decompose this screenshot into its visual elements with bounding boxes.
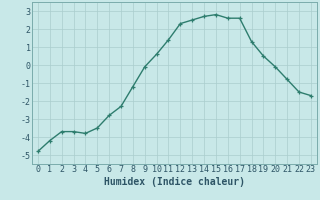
X-axis label: Humidex (Indice chaleur): Humidex (Indice chaleur) [104,177,245,187]
